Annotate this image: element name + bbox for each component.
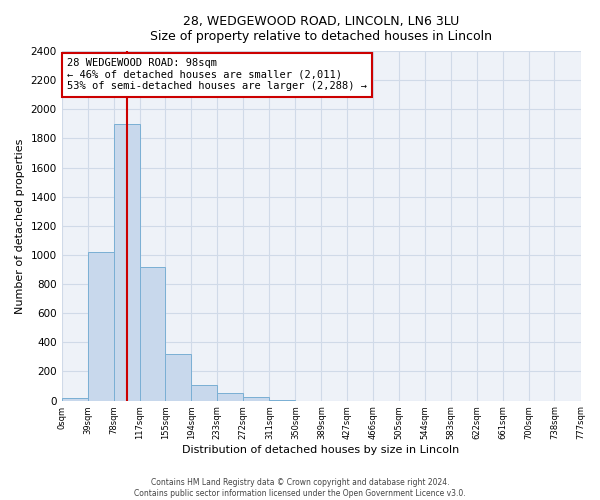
Bar xyxy=(191,384,217,400)
Bar xyxy=(165,354,191,401)
Bar xyxy=(243,397,269,400)
Title: 28, WEDGEWOOD ROAD, LINCOLN, LN6 3LU
Size of property relative to detached house: 28, WEDGEWOOD ROAD, LINCOLN, LN6 3LU Siz… xyxy=(150,15,492,43)
X-axis label: Distribution of detached houses by size in Lincoln: Distribution of detached houses by size … xyxy=(182,445,460,455)
Bar xyxy=(217,392,243,400)
Bar xyxy=(140,266,165,400)
Bar xyxy=(114,124,140,400)
Text: 28 WEDGEWOOD ROAD: 98sqm
← 46% of detached houses are smaller (2,011)
53% of sem: 28 WEDGEWOOD ROAD: 98sqm ← 46% of detach… xyxy=(67,58,367,92)
Bar xyxy=(62,398,88,400)
Text: Contains HM Land Registry data © Crown copyright and database right 2024.
Contai: Contains HM Land Registry data © Crown c… xyxy=(134,478,466,498)
Bar xyxy=(88,252,114,400)
Y-axis label: Number of detached properties: Number of detached properties xyxy=(15,138,25,314)
